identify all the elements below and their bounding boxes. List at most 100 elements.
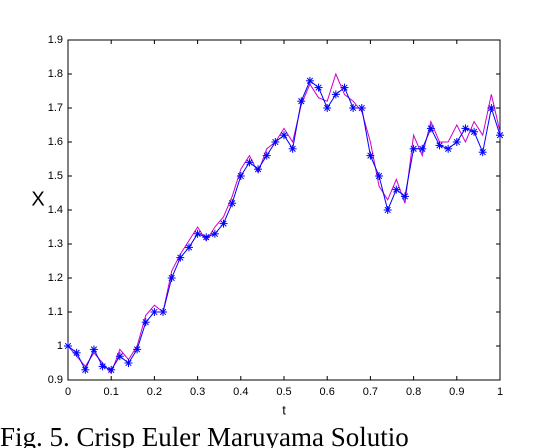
star-stroke bbox=[479, 149, 486, 156]
star-stroke bbox=[358, 104, 365, 112]
y-tick-label: 1.6 bbox=[48, 136, 63, 148]
star-stroke bbox=[211, 230, 219, 237]
star-stroke bbox=[229, 200, 236, 207]
star-stroke bbox=[133, 346, 141, 353]
star-stroke bbox=[410, 145, 417, 152]
star-stroke bbox=[203, 234, 210, 241]
star-stroke bbox=[393, 186, 400, 193]
star-marker bbox=[323, 104, 332, 112]
plot-frame bbox=[67, 39, 501, 381]
star-stroke bbox=[436, 142, 443, 149]
series-line bbox=[67, 80, 501, 371]
y-tick-label: 1.7 bbox=[48, 102, 63, 114]
star-marker bbox=[210, 229, 219, 238]
x-tick-label: 0.4 bbox=[233, 386, 248, 398]
star-marker bbox=[349, 104, 358, 112]
x-tick-label: 0.8 bbox=[406, 386, 421, 398]
x-tick-label: 0.9 bbox=[449, 386, 464, 398]
star-marker bbox=[496, 131, 504, 140]
star-marker bbox=[461, 124, 470, 133]
star-marker bbox=[305, 76, 314, 85]
star-marker bbox=[314, 83, 323, 92]
star-marker bbox=[228, 199, 237, 208]
star-marker bbox=[280, 131, 288, 140]
star-stroke bbox=[419, 145, 426, 152]
series-line bbox=[67, 72, 501, 375]
star-stroke bbox=[151, 308, 158, 316]
star-stroke bbox=[375, 172, 383, 180]
star-marker bbox=[288, 144, 297, 153]
star-stroke bbox=[82, 366, 89, 373]
star-marker bbox=[107, 365, 116, 374]
star-stroke bbox=[272, 138, 279, 146]
star-stroke bbox=[315, 84, 322, 91]
x-tick-label: 0.3 bbox=[190, 386, 205, 398]
star-marker bbox=[245, 158, 254, 167]
star-marker bbox=[141, 318, 150, 327]
star-stroke bbox=[445, 145, 452, 152]
star-marker bbox=[357, 104, 366, 112]
y-axis-label: X bbox=[31, 188, 44, 210]
star-stroke bbox=[237, 172, 244, 180]
star-marker bbox=[202, 233, 211, 242]
y-tick-label: 1.5 bbox=[48, 170, 63, 182]
star-marker bbox=[340, 83, 349, 92]
star-stroke bbox=[116, 353, 123, 360]
star-marker bbox=[435, 141, 444, 150]
star-marker bbox=[64, 342, 72, 350]
star-marker bbox=[366, 151, 375, 160]
star-stroke bbox=[90, 346, 98, 353]
star-stroke bbox=[470, 128, 478, 135]
star-stroke bbox=[427, 125, 435, 132]
star-marker bbox=[470, 127, 479, 136]
star-stroke bbox=[341, 84, 348, 91]
star-stroke bbox=[384, 206, 391, 214]
star-stroke bbox=[306, 77, 314, 84]
star-marker bbox=[418, 144, 427, 153]
x-tick-label: 1 bbox=[497, 386, 503, 398]
star-stroke bbox=[99, 363, 106, 370]
y-tick-label: 0.9 bbox=[48, 374, 63, 386]
star-stroke bbox=[194, 230, 201, 237]
star-stroke bbox=[289, 145, 296, 152]
star-stroke bbox=[220, 220, 227, 227]
star-marker bbox=[81, 365, 90, 374]
star-marker bbox=[133, 345, 142, 354]
star-stroke bbox=[280, 132, 288, 139]
star-marker bbox=[375, 172, 384, 180]
star-stroke bbox=[462, 125, 469, 132]
star-stroke bbox=[142, 319, 149, 326]
star-marker bbox=[98, 362, 107, 371]
star-marker bbox=[72, 348, 81, 357]
x-tick-label: 0.6 bbox=[320, 386, 335, 398]
star-stroke bbox=[125, 359, 132, 367]
star-marker bbox=[176, 253, 185, 262]
star-marker bbox=[400, 192, 409, 201]
star-marker bbox=[167, 274, 176, 282]
star-marker bbox=[159, 308, 168, 316]
star-stroke bbox=[73, 349, 80, 356]
star-marker bbox=[409, 144, 418, 153]
x-tick-label: 0 bbox=[65, 386, 71, 398]
star-marker bbox=[297, 97, 306, 106]
star-stroke bbox=[185, 244, 193, 251]
star-marker bbox=[236, 172, 245, 180]
star-stroke bbox=[349, 104, 357, 112]
star-stroke bbox=[496, 132, 504, 139]
x-axis-label: t bbox=[282, 402, 286, 417]
star-marker bbox=[426, 124, 435, 133]
x-tick-label: 0.5 bbox=[276, 386, 291, 398]
x-tick-label: 0.2 bbox=[147, 386, 162, 398]
star-stroke bbox=[298, 98, 305, 105]
star-stroke bbox=[332, 91, 339, 98]
star-stroke bbox=[159, 308, 167, 316]
star-stroke bbox=[367, 152, 374, 159]
star-stroke bbox=[177, 254, 184, 261]
star-stroke bbox=[263, 152, 270, 159]
star-marker bbox=[262, 151, 271, 160]
star-marker bbox=[193, 229, 202, 238]
y-tick-label: 1.9 bbox=[48, 34, 63, 46]
star-marker bbox=[89, 345, 98, 354]
star-marker bbox=[444, 144, 453, 153]
star-stroke bbox=[324, 104, 331, 112]
